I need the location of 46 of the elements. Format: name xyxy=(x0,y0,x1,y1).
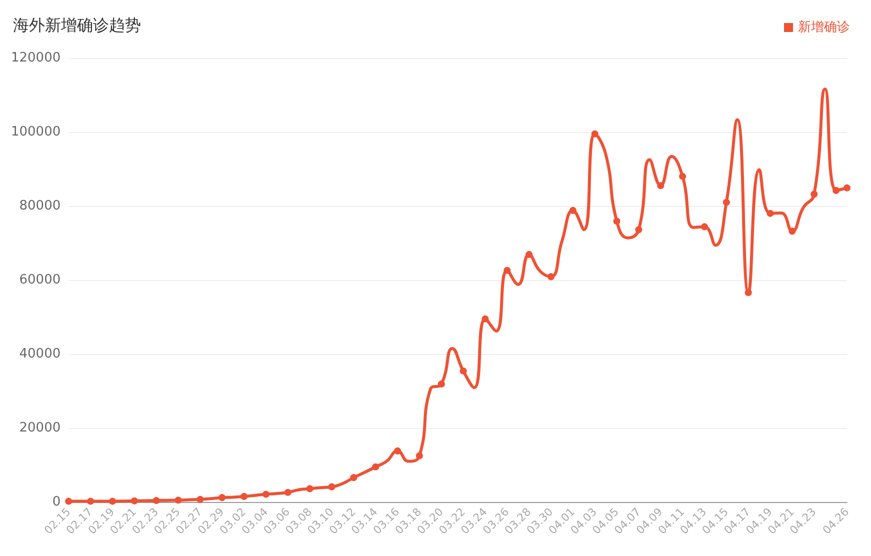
point xyxy=(350,474,358,482)
point xyxy=(569,206,576,214)
point xyxy=(372,463,380,470)
point xyxy=(87,498,94,505)
y-tick-label: 120000 xyxy=(10,50,61,66)
point xyxy=(788,228,796,235)
y-tick-label: 0 xyxy=(52,494,61,510)
point xyxy=(284,488,292,496)
point xyxy=(657,182,664,190)
point xyxy=(218,494,226,502)
y-tick-label: 80000 xyxy=(19,198,61,214)
point xyxy=(482,315,489,322)
point xyxy=(108,498,116,505)
point xyxy=(548,273,554,280)
point xyxy=(504,266,511,274)
point xyxy=(394,447,402,454)
point xyxy=(196,496,204,503)
point xyxy=(810,190,818,198)
point xyxy=(438,380,445,388)
point xyxy=(306,485,314,492)
point xyxy=(416,452,423,460)
point xyxy=(832,186,840,194)
point xyxy=(722,198,730,206)
point xyxy=(526,250,533,258)
y-tick-label: 100000 xyxy=(10,124,61,140)
point xyxy=(152,497,160,504)
legend-label: 新增确诊 xyxy=(798,20,850,35)
point xyxy=(679,172,686,180)
y-tick-label: 60000 xyxy=(19,272,61,288)
chart-title: 海外新增确诊趋势 xyxy=(13,16,141,34)
point xyxy=(174,496,182,504)
y-tick-label: 40000 xyxy=(19,346,61,362)
point xyxy=(766,210,774,217)
point xyxy=(328,483,336,490)
point xyxy=(613,218,620,225)
point xyxy=(700,223,708,230)
point xyxy=(635,226,642,234)
point xyxy=(240,492,248,500)
point xyxy=(844,184,850,192)
point xyxy=(591,130,598,138)
point xyxy=(262,490,270,498)
point xyxy=(744,289,752,296)
point xyxy=(460,368,467,375)
point xyxy=(130,497,138,504)
point xyxy=(65,498,72,505)
y-tick-label: 20000 xyxy=(19,420,61,436)
